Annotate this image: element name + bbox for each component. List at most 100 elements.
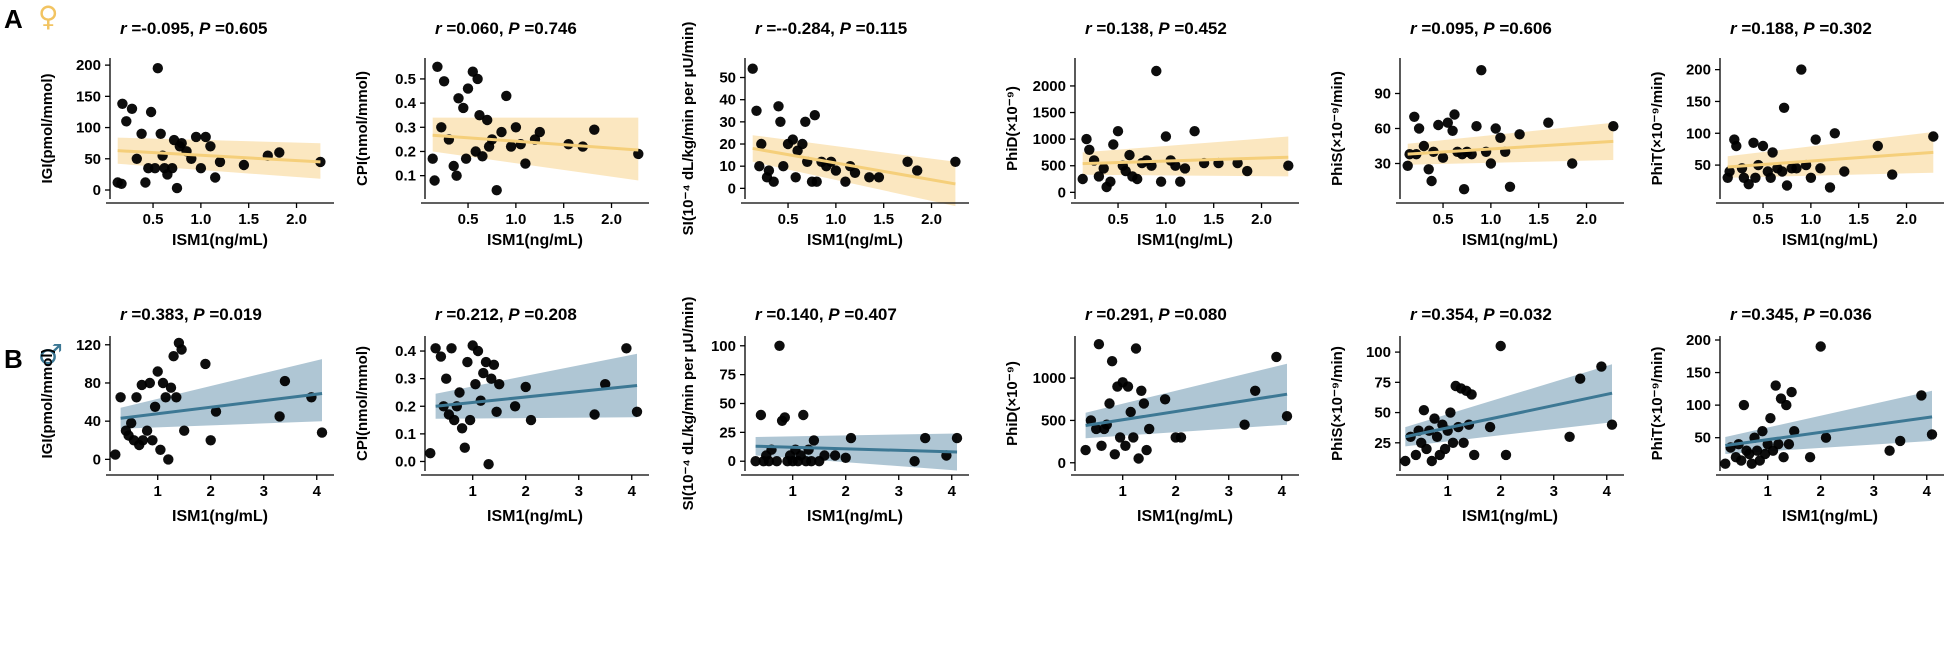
data-point (425, 448, 436, 459)
data-point (1433, 119, 1444, 131)
regression-line (1404, 391, 1613, 439)
data-point (1724, 166, 1735, 177)
stat-label: r =0.138, P =0.452 (1085, 19, 1227, 38)
data-point (1804, 452, 1816, 463)
y-tick-label: 0 (728, 453, 736, 470)
x-tick-label: 1 (1444, 483, 1452, 500)
x-tick-label: 3 (260, 483, 268, 500)
data-point (171, 392, 182, 403)
data-point (1564, 431, 1575, 442)
data-point (797, 138, 808, 150)
data-point (1109, 449, 1121, 460)
female-symbol-icon: ♀ (38, 0, 59, 33)
x-tick-label: 3 (1550, 483, 1558, 500)
y-tick-label: 100 (76, 120, 101, 137)
data-point (483, 459, 494, 470)
data-point (179, 425, 190, 436)
data-point (1820, 432, 1832, 443)
data-point (432, 61, 443, 72)
data-point (1720, 458, 1731, 469)
data-point (1112, 126, 1124, 137)
stat-r-symbol: r (120, 19, 128, 38)
y-tick-label: 0.2 (395, 398, 416, 415)
x-tick-label: 2.0 (601, 211, 622, 228)
data-point (470, 379, 481, 390)
y-axis-label: IGI(pmol/mmol) (39, 349, 56, 459)
stat-r-symbol: r (755, 305, 763, 324)
stat-p-value: =0.208 (520, 305, 577, 324)
stat-p-value: =0.115 (851, 19, 907, 38)
data-point (200, 358, 211, 370)
x-tick-label: 2 (842, 483, 850, 500)
y-tick-label: 1500 (1033, 105, 1066, 122)
x-tick-label: 4 (628, 483, 637, 500)
data-point (436, 122, 447, 133)
stat-r-symbol: r (435, 305, 443, 324)
data-point (478, 367, 489, 379)
stat-label: r =0.383, P =0.019 (120, 305, 262, 324)
data-point (1884, 445, 1895, 456)
data-point (1125, 406, 1136, 418)
stat-r-value: =0.138, (1092, 19, 1159, 38)
stat-r-symbol: r (1730, 19, 1738, 38)
data-point (1770, 380, 1781, 391)
y-tick-label: 200 (76, 57, 101, 74)
data-point (1757, 426, 1768, 437)
stat-r-symbol: r (1085, 19, 1093, 38)
x-tick-label: 0.5 (458, 211, 479, 228)
x-axis-label: ISM1(ng/mL) (1462, 232, 1558, 249)
data-point (488, 359, 500, 370)
data-point (1400, 455, 1411, 467)
data-point (1765, 413, 1776, 424)
data-point (1144, 423, 1155, 435)
y-tick-label: 0.3 (395, 371, 416, 388)
y-tick-label: 0.3 (395, 119, 416, 136)
data-point (1471, 121, 1482, 132)
stat-p-value: =0.036 (1815, 305, 1872, 324)
data-point (790, 172, 801, 183)
data-point (1442, 117, 1454, 128)
stat-p-symbol: P (193, 305, 205, 324)
data-point (136, 379, 147, 391)
data-point (849, 167, 861, 178)
data-point (1778, 102, 1790, 114)
y-tick-label: 200 (1686, 62, 1711, 79)
y-tick-label: 40 (84, 413, 101, 430)
y-tick-label: 100 (1686, 397, 1711, 414)
data-point (751, 105, 762, 117)
stat-r-value: =0.212, (442, 305, 509, 324)
x-axis-label: ISM1(ng/mL) (1462, 508, 1558, 525)
data-point (1418, 140, 1430, 152)
data-point (909, 456, 920, 467)
data-point (453, 93, 464, 104)
data-point (1504, 181, 1516, 192)
x-tick-label: 2 (1497, 483, 1505, 500)
data-point (1138, 398, 1150, 409)
y-axis-label: PhiT(×10⁻⁹/min) (1649, 347, 1666, 461)
stat-r-value: =0.060, (442, 19, 509, 38)
data-point (800, 116, 811, 128)
y-tick-label: 0 (728, 180, 736, 197)
data-point (1105, 176, 1116, 187)
data-point (1829, 128, 1841, 139)
data-point (811, 176, 822, 187)
data-point (491, 185, 502, 196)
data-point (110, 449, 121, 460)
y-axis-label: CPI(nmol/mmol) (354, 71, 371, 186)
y-tick-label: 10 (719, 158, 736, 175)
x-tick-label: 1.5 (1528, 211, 1549, 228)
data-point (1283, 160, 1294, 171)
data-point (462, 83, 474, 94)
data-point (840, 176, 851, 187)
data-point (126, 103, 138, 115)
x-tick-label: 1 (469, 483, 477, 500)
y-tick-label: 60 (1374, 121, 1391, 138)
data-point (600, 379, 611, 390)
data-point (1155, 176, 1167, 187)
data-point (1824, 182, 1836, 193)
data-point (1132, 173, 1143, 185)
data-point (1239, 419, 1250, 430)
regression-line (435, 384, 638, 408)
data-point (501, 90, 512, 102)
data-point (152, 366, 163, 377)
